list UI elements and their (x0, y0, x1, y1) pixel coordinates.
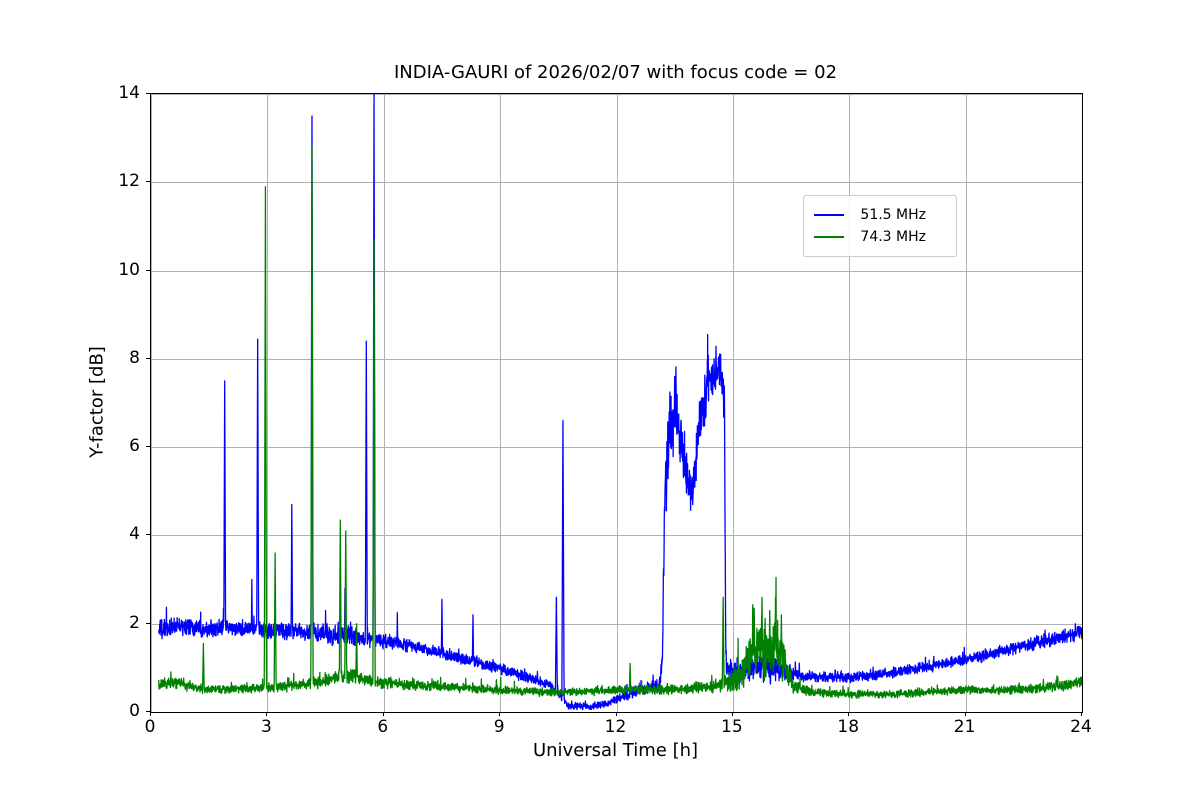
x-axis-label: Universal Time [h] (532, 740, 699, 761)
x-tick-label: 9 (493, 717, 505, 737)
y-tick-label: 6 (129, 436, 140, 457)
y-tick-label: 0 (129, 701, 140, 721)
y-tick-mark (146, 446, 150, 448)
y-tick-label: 8 (129, 347, 140, 368)
x-tick-label: 6 (377, 717, 389, 737)
y-tick-mark (146, 711, 150, 712)
legend-label-74-3mhz: 74.3 MHz (860, 229, 926, 245)
x-tick-label: 15 (721, 717, 743, 737)
x-tick-label: 3 (260, 717, 272, 737)
legend-line-swatch-51-5mhz (814, 214, 845, 216)
plot-area: 51.5 MHz 74.3 MHz (150, 93, 1083, 713)
y-tick-mark (146, 357, 150, 359)
x-tick-mark (964, 712, 966, 716)
legend-label-51-5mhz: 51.5 MHz (860, 207, 926, 223)
y-tick-mark (146, 269, 150, 271)
y-tick-label: 2 (129, 612, 140, 633)
x-tick-mark (1081, 712, 1082, 716)
y-tick-label: 12 (118, 171, 140, 192)
y-tick-mark (146, 534, 150, 536)
x-tick-mark (382, 712, 384, 716)
legend: 51.5 MHz 74.3 MHz (803, 195, 957, 257)
x-tick-mark (499, 712, 501, 716)
y-axis-label: Y-factor [dB] (86, 346, 108, 458)
legend-line-swatch-74-3mhz (814, 236, 845, 238)
x-tick-label: 18 (837, 717, 860, 737)
plot-canvas (151, 94, 1082, 712)
legend-entry-74-3mhz: 74.3 MHz (814, 226, 926, 248)
x-tick-mark (615, 712, 617, 716)
y-tick-mark (146, 93, 150, 94)
x-tick-label: 24 (1070, 717, 1092, 737)
x-tick-mark (848, 712, 850, 716)
x-tick-mark (731, 712, 733, 716)
x-tick-label: 0 (144, 717, 156, 737)
legend-entry-51-5mhz: 51.5 MHz (814, 204, 926, 226)
x-tick-label: 12 (604, 717, 627, 737)
y-tick-label: 4 (129, 524, 140, 545)
x-tick-label: 21 (953, 717, 976, 737)
x-tick-mark (150, 712, 151, 716)
y-tick-label: 10 (118, 259, 140, 280)
x-tick-mark (266, 712, 268, 716)
y-tick-label: 14 (118, 83, 140, 103)
chart-title: INDIA-GAURI of 2026/02/07 with focus cod… (393, 62, 838, 83)
y-tick-mark (146, 622, 150, 624)
y-tick-mark (146, 181, 150, 183)
